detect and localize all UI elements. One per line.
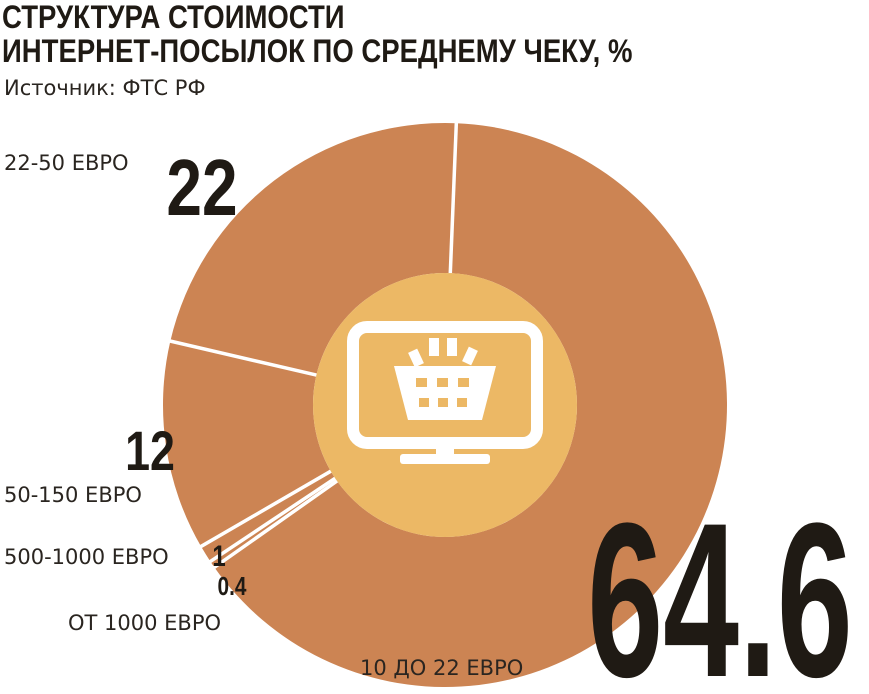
slice-value-500-1000: 1: [212, 538, 225, 572]
chart-title-line-2: ИНТЕРНЕТ-ПОСЫЛОК ПО СРЕДНЕМУ ЧЕКУ, %: [2, 33, 633, 69]
slice-separator: [448, 121, 459, 274]
slice-value-over-1000: 0.4: [218, 572, 247, 601]
slice-value-10-22: 64.6: [587, 476, 852, 694]
slice-label-10-22: 10 ДО 22 ЕВРО: [360, 656, 523, 680]
donut-slice: [210, 478, 338, 568]
slice-label-22-50: 22-50 ЕВРО: [4, 151, 129, 175]
slice-label-500-1000: 500-1000 ЕВРО: [4, 545, 169, 569]
slice-label-over-1000: ОТ 1000 ЕВРО: [68, 611, 221, 635]
slice-separator: [207, 476, 337, 565]
slice-separator: [211, 479, 339, 570]
donut-slice: [170, 123, 457, 376]
donut-slice: [214, 123, 728, 688]
slice-separator: [198, 469, 332, 549]
slice-label-50-150: 50-150 ЕВРО: [4, 483, 142, 507]
donut-slice: [201, 471, 336, 562]
slice-separator: [167, 338, 317, 377]
monitor-shopping-basket-icon: [347, 321, 543, 464]
slice-value-22-50: 22: [166, 143, 237, 232]
chart-source: Источник: ФТС РФ: [4, 76, 206, 100]
slice-value-50-150: 12: [125, 419, 175, 482]
chart-title-line-1: СТРУКТУРА СТОИМОСТИ: [2, 0, 345, 35]
